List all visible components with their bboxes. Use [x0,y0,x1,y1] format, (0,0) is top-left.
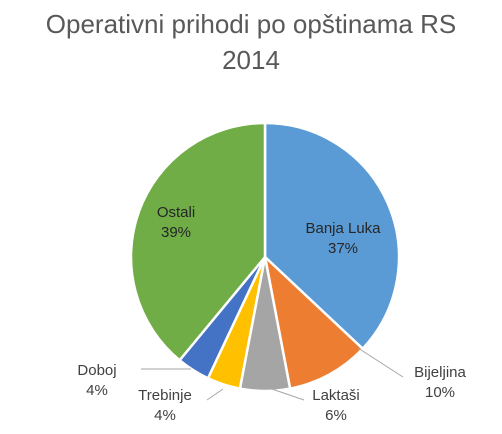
leader-line-laktaši [268,387,305,401]
slice-percent-ostali: 39% [161,224,191,241]
pie-slice-ostali [129,121,267,363]
slice-label-doboj: Doboj [77,362,116,379]
slice-label-banja-luka: Banja Luka [305,220,381,237]
slice-label-bijeljina: Bijeljina [414,364,466,381]
slice-percent-banja-luka: 37% [328,240,358,257]
chart-title-line1: Operativni prihodi po opštinama RS [45,9,457,39]
leader-line-bijeljina [357,347,404,378]
slice-percent-bijeljina: 10% [425,384,455,401]
slice-percent-laktaši: 6% [325,407,347,424]
chart-title: Operativni prihodi po opštinama RS 2014 [0,6,502,78]
slice-label-ostali: Ostali [157,204,195,221]
slice-percent-trebinje: 4% [154,407,176,424]
slice-percent-doboj: 4% [86,382,108,399]
pie-slice-banja-luka [263,121,401,351]
slice-label-trebinje: Trebinje [138,387,192,404]
chart-title-line2: 2014 [222,45,280,75]
leader-line-trebinje [206,388,224,401]
slice-label-laktaši: Laktaši [312,387,360,404]
